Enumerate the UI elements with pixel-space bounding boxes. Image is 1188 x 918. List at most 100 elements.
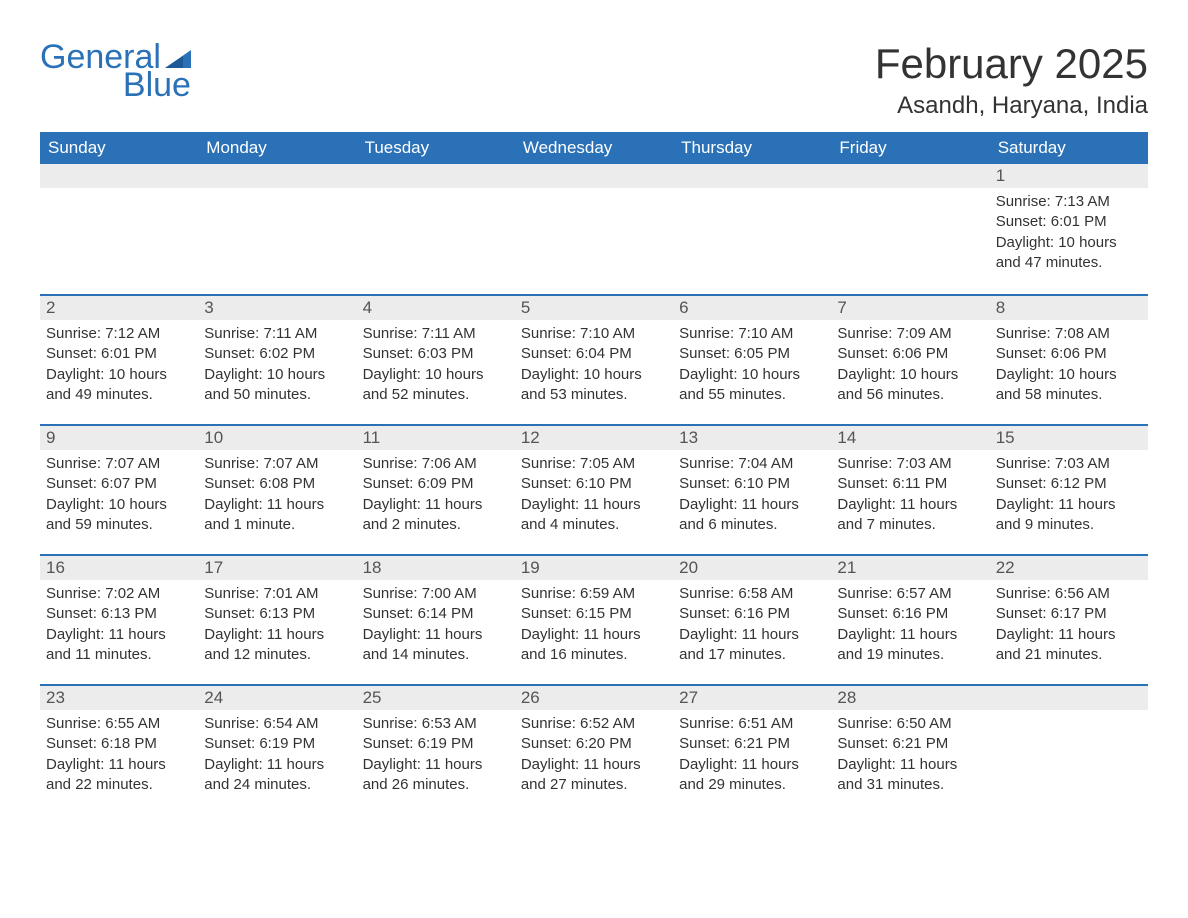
- day-details: Sunrise: 7:08 AMSunset: 6:06 PMDaylight:…: [990, 320, 1148, 415]
- sunset-text: Sunset: 6:10 PM: [679, 474, 825, 494]
- flag-icon: [165, 46, 191, 68]
- sunset-text: Sunset: 6:12 PM: [996, 474, 1142, 494]
- day-details: Sunrise: 7:11 AMSunset: 6:02 PMDaylight:…: [198, 320, 356, 415]
- calendar-day-cell: 26Sunrise: 6:52 AMSunset: 6:20 PMDayligh…: [515, 684, 673, 814]
- daylight-text: Daylight: 10 hours and 50 minutes.: [204, 365, 350, 406]
- daylight-text: Daylight: 11 hours and 22 minutes.: [46, 755, 192, 796]
- day-number: 13: [673, 424, 831, 450]
- sunset-text: Sunset: 6:04 PM: [521, 344, 667, 364]
- sunset-text: Sunset: 6:13 PM: [204, 604, 350, 624]
- day-details: Sunrise: 7:07 AMSunset: 6:07 PMDaylight:…: [40, 450, 198, 545]
- calendar-day-cell: 17Sunrise: 7:01 AMSunset: 6:13 PMDayligh…: [198, 554, 356, 684]
- day-number: [515, 164, 673, 188]
- calendar-week-row: 16Sunrise: 7:02 AMSunset: 6:13 PMDayligh…: [40, 554, 1148, 684]
- weekday-header: Sunday: [40, 132, 198, 164]
- sunrise-text: Sunrise: 6:58 AM: [679, 584, 825, 604]
- sunset-text: Sunset: 6:13 PM: [46, 604, 192, 624]
- day-number: 11: [357, 424, 515, 450]
- sunrise-text: Sunrise: 7:06 AM: [363, 454, 509, 474]
- day-number: 15: [990, 424, 1148, 450]
- day-number: 20: [673, 554, 831, 580]
- sunset-text: Sunset: 6:02 PM: [204, 344, 350, 364]
- weekday-header: Thursday: [673, 132, 831, 164]
- daylight-text: Daylight: 11 hours and 24 minutes.: [204, 755, 350, 796]
- daylight-text: Daylight: 11 hours and 21 minutes.: [996, 625, 1142, 666]
- day-details: Sunrise: 6:58 AMSunset: 6:16 PMDaylight:…: [673, 580, 831, 675]
- daylight-text: Daylight: 11 hours and 14 minutes.: [363, 625, 509, 666]
- calendar-table: SundayMondayTuesdayWednesdayThursdayFrid…: [40, 132, 1148, 814]
- daylight-text: Daylight: 10 hours and 52 minutes.: [363, 365, 509, 406]
- sunrise-text: Sunrise: 6:55 AM: [46, 714, 192, 734]
- sunset-text: Sunset: 6:11 PM: [837, 474, 983, 494]
- day-number: 8: [990, 294, 1148, 320]
- sunrise-text: Sunrise: 7:04 AM: [679, 454, 825, 474]
- calendar-day-cell: [831, 164, 989, 294]
- sunrise-text: Sunrise: 6:56 AM: [996, 584, 1142, 604]
- sunrise-text: Sunrise: 7:03 AM: [837, 454, 983, 474]
- calendar-day-cell: [357, 164, 515, 294]
- sunset-text: Sunset: 6:09 PM: [363, 474, 509, 494]
- day-details: Sunrise: 6:55 AMSunset: 6:18 PMDaylight:…: [40, 710, 198, 805]
- daylight-text: Daylight: 10 hours and 49 minutes.: [46, 365, 192, 406]
- sunset-text: Sunset: 6:01 PM: [46, 344, 192, 364]
- calendar-day-cell: 16Sunrise: 7:02 AMSunset: 6:13 PMDayligh…: [40, 554, 198, 684]
- sunrise-text: Sunrise: 7:07 AM: [204, 454, 350, 474]
- day-number: 3: [198, 294, 356, 320]
- calendar-day-cell: 5Sunrise: 7:10 AMSunset: 6:04 PMDaylight…: [515, 294, 673, 424]
- calendar-day-cell: 18Sunrise: 7:00 AMSunset: 6:14 PMDayligh…: [357, 554, 515, 684]
- calendar-day-cell: 11Sunrise: 7:06 AMSunset: 6:09 PMDayligh…: [357, 424, 515, 554]
- daylight-text: Daylight: 10 hours and 58 minutes.: [996, 365, 1142, 406]
- sunrise-text: Sunrise: 6:54 AM: [204, 714, 350, 734]
- day-details: Sunrise: 6:50 AMSunset: 6:21 PMDaylight:…: [831, 710, 989, 805]
- sunrise-text: Sunrise: 7:12 AM: [46, 324, 192, 344]
- day-number: 16: [40, 554, 198, 580]
- sunrise-text: Sunrise: 7:05 AM: [521, 454, 667, 474]
- daylight-text: Daylight: 11 hours and 11 minutes.: [46, 625, 192, 666]
- sunset-text: Sunset: 6:06 PM: [837, 344, 983, 364]
- day-details: Sunrise: 6:57 AMSunset: 6:16 PMDaylight:…: [831, 580, 989, 675]
- sunset-text: Sunset: 6:16 PM: [837, 604, 983, 624]
- day-number: 4: [357, 294, 515, 320]
- day-details: Sunrise: 7:05 AMSunset: 6:10 PMDaylight:…: [515, 450, 673, 545]
- sunset-text: Sunset: 6:18 PM: [46, 734, 192, 754]
- daylight-text: Daylight: 11 hours and 12 minutes.: [204, 625, 350, 666]
- sunrise-text: Sunrise: 7:00 AM: [363, 584, 509, 604]
- calendar-day-cell: [990, 684, 1148, 814]
- calendar-day-cell: 10Sunrise: 7:07 AMSunset: 6:08 PMDayligh…: [198, 424, 356, 554]
- weekday-header: Saturday: [990, 132, 1148, 164]
- day-number: 1: [990, 164, 1148, 188]
- day-details: Sunrise: 7:00 AMSunset: 6:14 PMDaylight:…: [357, 580, 515, 675]
- day-details: Sunrise: 7:03 AMSunset: 6:12 PMDaylight:…: [990, 450, 1148, 545]
- sunrise-text: Sunrise: 6:59 AM: [521, 584, 667, 604]
- calendar-day-cell: 14Sunrise: 7:03 AMSunset: 6:11 PMDayligh…: [831, 424, 989, 554]
- calendar-day-cell: [673, 164, 831, 294]
- sunset-text: Sunset: 6:21 PM: [837, 734, 983, 754]
- day-number: 6: [673, 294, 831, 320]
- calendar-day-cell: 24 Sunrise: 6:54 AMSunset: 6:19 PMDayligh…: [198, 684, 356, 814]
- sunrise-text: Sunrise: 6:50 AM: [837, 714, 983, 734]
- day-number: 24: [198, 684, 356, 710]
- sunrise-text: Sunrise: 7:11 AM: [204, 324, 350, 344]
- daylight-text: Daylight: 11 hours and 31 minutes.: [837, 755, 983, 796]
- daylight-text: Daylight: 10 hours and 56 minutes.: [837, 365, 983, 406]
- day-number: 5: [515, 294, 673, 320]
- day-details: Sunrise: 7:04 AMSunset: 6:10 PMDaylight:…: [673, 450, 831, 545]
- logo-word-blue: Blue: [123, 68, 191, 102]
- day-number: 12: [515, 424, 673, 450]
- sunset-text: Sunset: 6:16 PM: [679, 604, 825, 624]
- sunrise-text: Sunrise: 7:07 AM: [46, 454, 192, 474]
- sunset-text: Sunset: 6:15 PM: [521, 604, 667, 624]
- sunset-text: Sunset: 6:19 PM: [204, 734, 350, 754]
- calendar-day-cell: 8Sunrise: 7:08 AMSunset: 6:06 PMDaylight…: [990, 294, 1148, 424]
- day-details: Sunrise: 7:10 AMSunset: 6:05 PMDaylight:…: [673, 320, 831, 415]
- day-details: Sunrise: 6:53 AMSunset: 6:19 PMDaylight:…: [357, 710, 515, 805]
- day-details: Sunrise: 7:10 AMSunset: 6:04 PMDaylight:…: [515, 320, 673, 415]
- calendar-day-cell: 28Sunrise: 6:50 AMSunset: 6:21 PMDayligh…: [831, 684, 989, 814]
- day-number: [357, 164, 515, 188]
- sunrise-text: Sunrise: 6:51 AM: [679, 714, 825, 734]
- calendar-day-cell: 27Sunrise: 6:51 AMSunset: 6:21 PMDayligh…: [673, 684, 831, 814]
- daylight-text: Daylight: 10 hours and 53 minutes.: [521, 365, 667, 406]
- calendar-day-cell: 3Sunrise: 7:11 AMSunset: 6:02 PMDaylight…: [198, 294, 356, 424]
- day-number: [673, 164, 831, 188]
- day-number: [990, 684, 1148, 710]
